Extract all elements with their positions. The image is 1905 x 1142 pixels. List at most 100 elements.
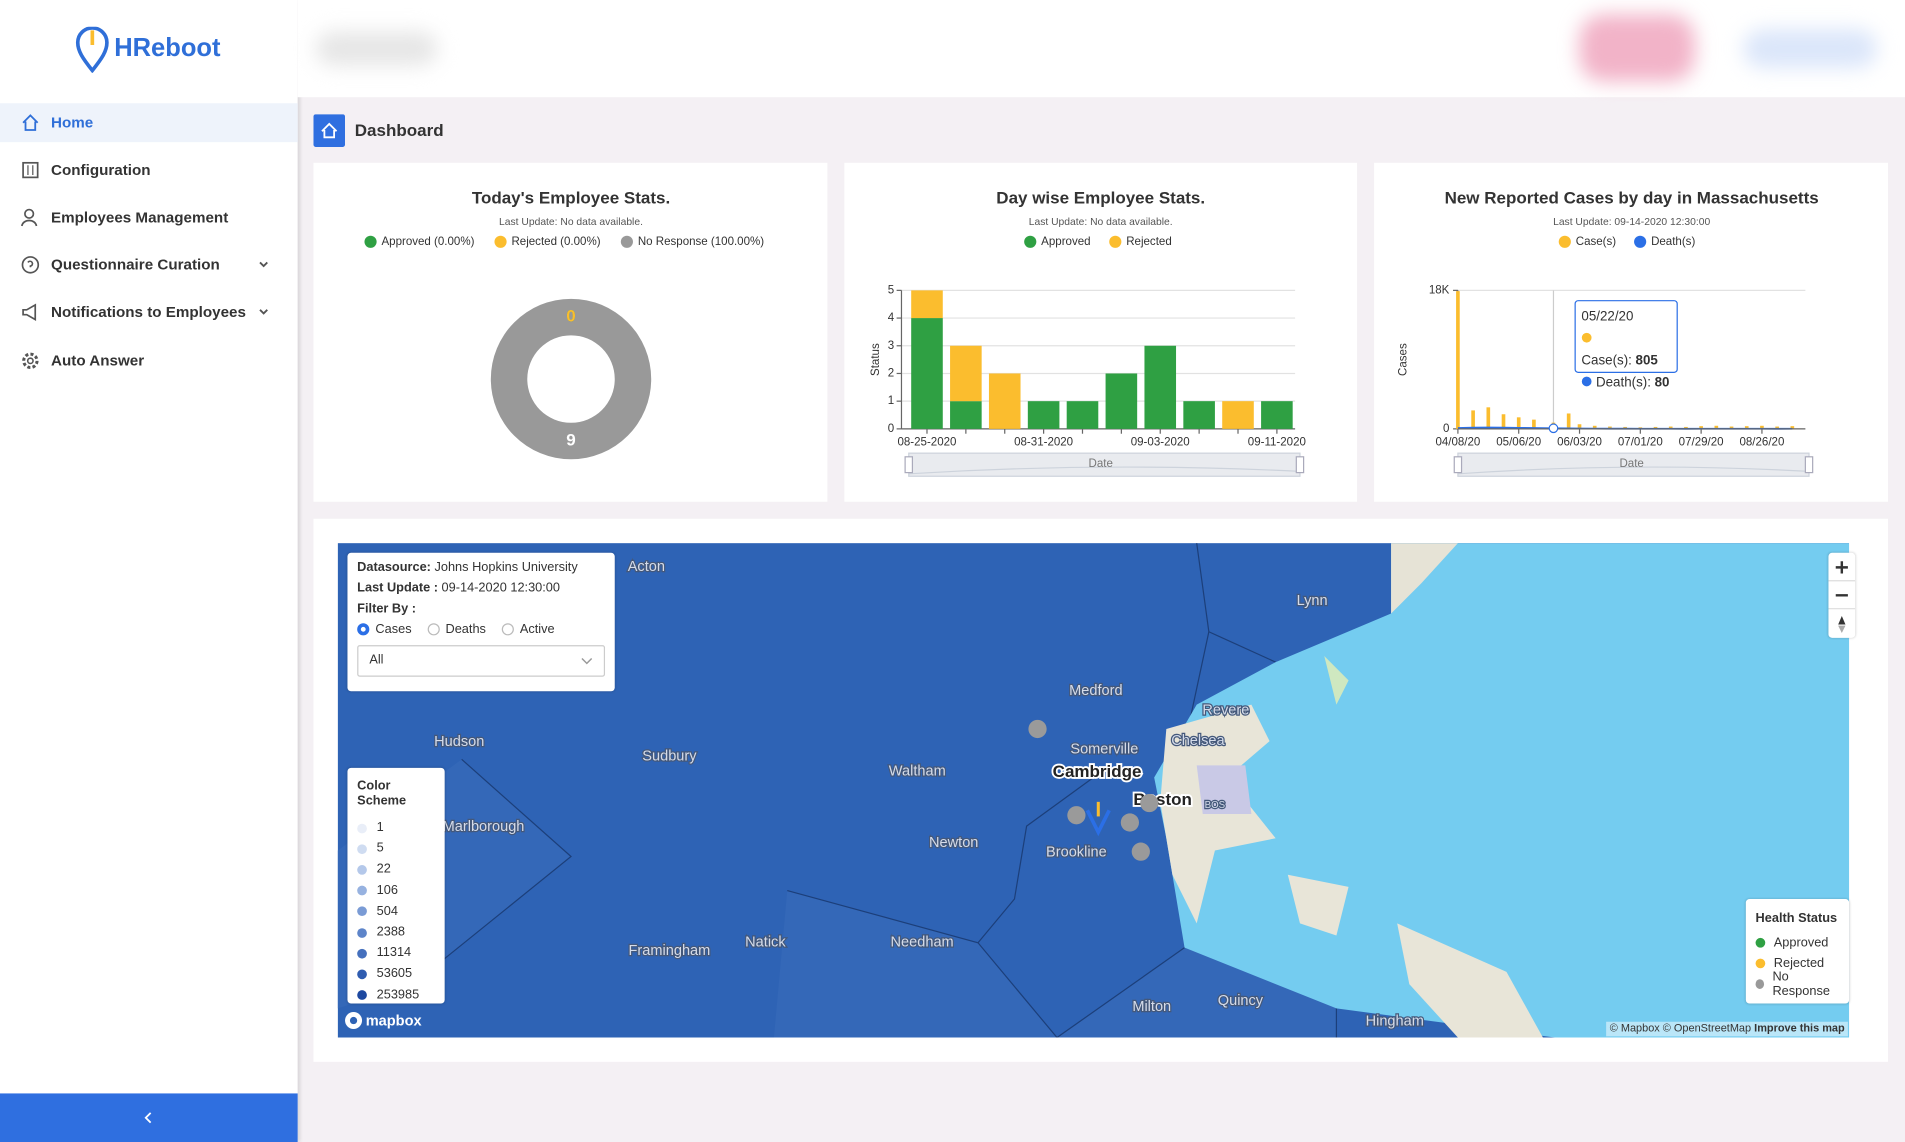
menu-item[interactable]: Auto Answer — [0, 341, 298, 380]
breadcrumb-icon — [313, 114, 346, 148]
health-label: Rejected — [1773, 955, 1825, 971]
select[interactable]: All — [357, 645, 606, 677]
legend-label: Case(s) — [1576, 236, 1617, 248]
legend-swatch — [620, 235, 633, 248]
label: Filter By : — [357, 599, 605, 620]
tooltip-row: Death(s)80 — [1581, 372, 1670, 394]
radio[interactable]: Cases — [357, 622, 412, 637]
tooltip-name: Death(s) — [1596, 375, 1651, 390]
mapbox-logo[interactable]: mapbox — [344, 1011, 422, 1030]
radio-label[interactable]: Cases — [375, 622, 412, 637]
health-label: No Response — [1772, 968, 1830, 999]
scheme-swatch — [357, 864, 367, 875]
radio[interactable]: Active — [501, 622, 555, 637]
menu-item[interactable]: Questionnaire Curation — [0, 245, 298, 284]
scheme-swatch — [357, 927, 367, 938]
scheme-swatch — [357, 969, 367, 980]
region — [773, 890, 1057, 1038]
compass[interactable] — [1838, 615, 1846, 625]
legend-swatch — [1634, 235, 1647, 248]
place-label: Brookline — [1046, 845, 1107, 861]
scheme-item: 5 — [357, 839, 435, 860]
radio-label[interactable]: Active — [519, 622, 555, 637]
bar — [1456, 291, 1460, 429]
bar — [1744, 426, 1749, 429]
place-label: Framingham — [629, 943, 711, 959]
legend-swatch — [1024, 235, 1037, 248]
scheme-item: 253985 — [357, 985, 435, 1006]
menu-label[interactable]: Configuration — [51, 161, 151, 179]
x-tick-label: 09-11-2020 — [1248, 436, 1306, 448]
slider-preview — [908, 466, 1300, 475]
land — [1287, 874, 1349, 936]
scheme-label: 106 — [376, 882, 398, 898]
y-tick-label: 3 — [888, 340, 894, 352]
data-label: 9 — [566, 431, 575, 450]
bar-segment — [1222, 401, 1254, 429]
menu-item[interactable]: Employees Management — [0, 198, 298, 237]
x-tick-label: 05/06/20 — [1496, 436, 1541, 448]
place-label: Cambridge — [1053, 762, 1142, 781]
menu-label[interactable]: Auto Answer — [51, 352, 145, 370]
blurred-user[interactable] — [1743, 29, 1878, 69]
legend-label: Death(s) — [1651, 236, 1695, 248]
scheme-label: 2388 — [376, 924, 406, 940]
chart-title: New Reported Cases by day in Massachuset… — [1445, 189, 1819, 208]
slider-preview — [1457, 466, 1810, 475]
scheme-label: 1 — [376, 820, 384, 835]
x-tick-label: 07/29/20 — [1679, 436, 1724, 448]
bar — [1501, 414, 1506, 429]
place-label: Acton — [628, 559, 665, 575]
legend-label: Approved — [1041, 236, 1090, 248]
tooltip-swatch — [1581, 376, 1592, 387]
region — [1056, 947, 1337, 1038]
health-swatch — [1755, 937, 1766, 948]
menu-label[interactable]: Employees Management — [51, 208, 229, 226]
location-marker — [1085, 809, 1111, 837]
chart-subtitle: Last Update: 09-14-2020 12:30:00 — [1553, 217, 1710, 228]
breadcrumb: Dashboard — [354, 120, 444, 140]
hover-point — [1548, 423, 1559, 434]
legend-title: Health Status — [1755, 911, 1838, 926]
y-tick-label: 18K — [1429, 284, 1450, 296]
menu-item[interactable]: Home — [0, 103, 298, 143]
collapse-button[interactable] — [0, 1093, 298, 1142]
chart-title: Today's Employee Stats. — [472, 189, 670, 208]
bar — [1790, 426, 1795, 429]
place-label: Needham — [891, 935, 954, 951]
region-border — [977, 777, 1094, 944]
tooltip-date: 05/22/20 — [1581, 309, 1634, 325]
bar-segment — [911, 318, 943, 429]
radio-label[interactable]: Deaths — [445, 622, 486, 637]
scheme-label: 504 — [376, 903, 398, 919]
legend-title: Color Scheme — [357, 778, 407, 808]
region-border — [412, 758, 572, 985]
menu-label[interactable]: Questionnaire Curation — [51, 256, 220, 274]
select-value[interactable]: All — [369, 652, 384, 667]
y-axis-title: Status — [870, 343, 882, 376]
bar — [1516, 417, 1521, 429]
health-legend: Health Status Approved Rejected No Respons… — [1745, 899, 1850, 1004]
zoom-in[interactable] — [1835, 561, 1848, 574]
menu-label[interactable]: Home — [51, 114, 94, 132]
legend-label: Approved (0.00%) — [381, 236, 474, 248]
bar-segment — [1105, 373, 1138, 429]
menu-item[interactable]: Configuration — [0, 151, 298, 190]
menu-label[interactable]: Notifications to Employees — [51, 303, 246, 321]
menu-item[interactable]: Notifications to Employees — [0, 293, 298, 332]
health-swatch — [1755, 978, 1764, 989]
bar — [1486, 407, 1491, 429]
logo-text[interactable]: mapbox — [365, 1012, 422, 1030]
place-label: Newton — [929, 835, 978, 851]
color-scheme-legend: Color Scheme 1 5 22 106 504 2388 11314 53605 253… — [347, 767, 445, 1006]
scheme-item: 22 — [357, 859, 435, 880]
place-label: Somerville — [1070, 741, 1138, 757]
improve-link[interactable]: Improve this map — [1754, 1021, 1845, 1034]
land — [1397, 923, 1543, 1038]
blurred-avatar[interactable] — [1579, 14, 1695, 82]
chart-subtitle: Last Update: No data available. — [499, 217, 643, 228]
y-tick-label: 0 — [888, 423, 894, 435]
tooltip-swatch — [1581, 332, 1592, 343]
legend-label: No Response (100.00%) — [638, 236, 764, 248]
radio[interactable]: Deaths — [427, 622, 486, 637]
